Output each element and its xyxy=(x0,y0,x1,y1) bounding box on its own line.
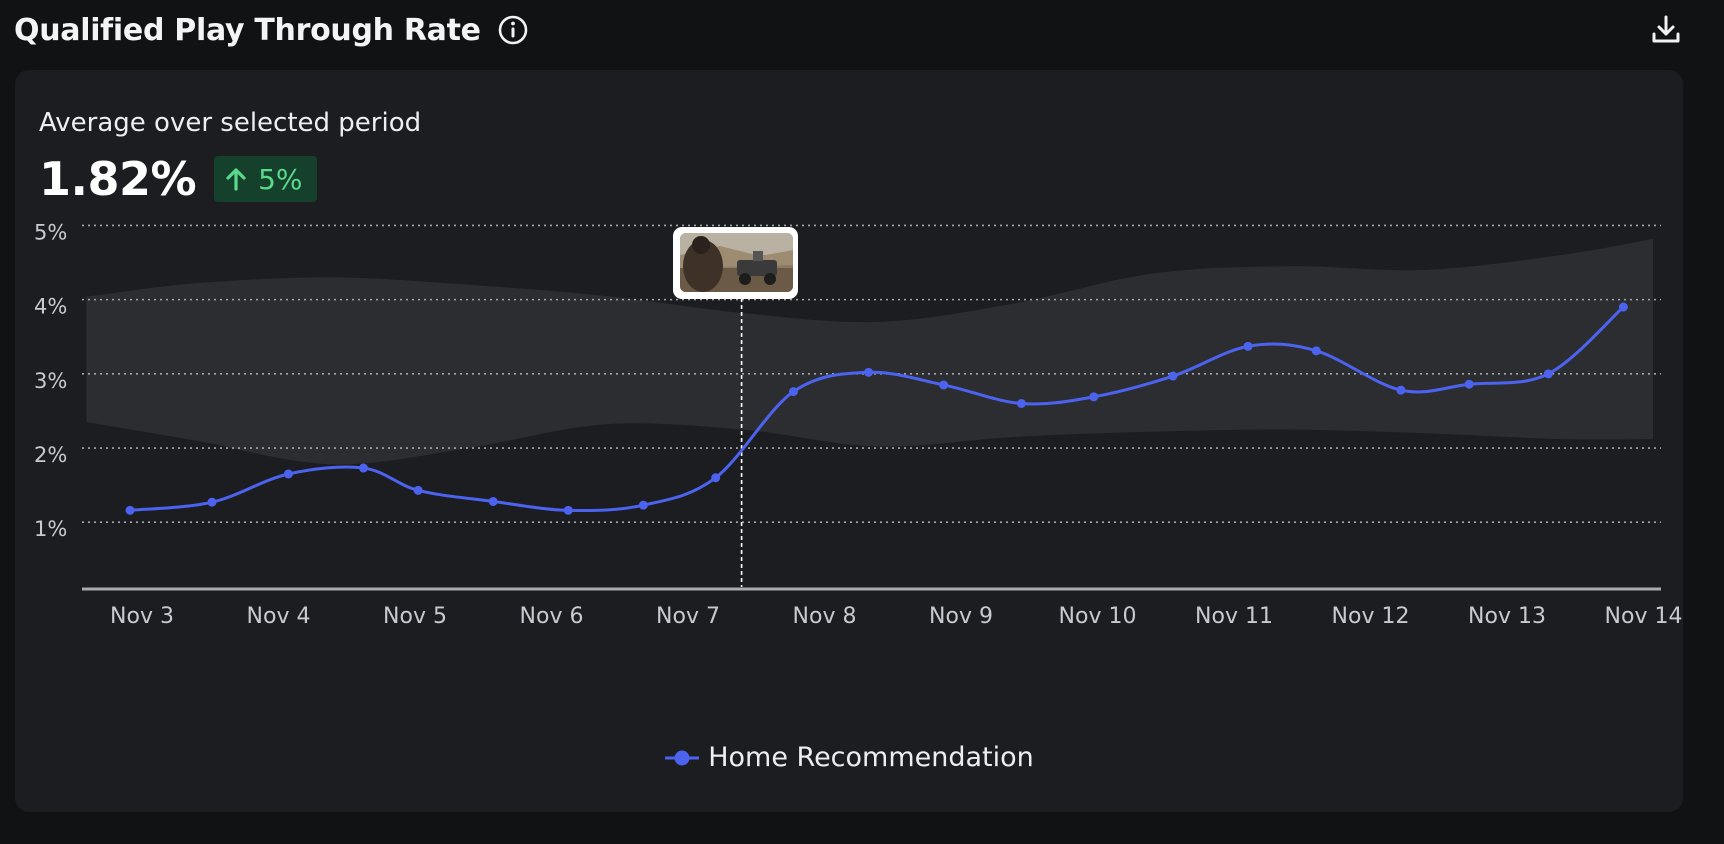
arrow-up-icon xyxy=(226,168,246,191)
chart-title: Qualified Play Through Rate xyxy=(14,12,481,48)
download-icon[interactable] xyxy=(1648,12,1684,48)
data-point[interactable] xyxy=(711,473,721,483)
x-tick-label: Nov 9 xyxy=(929,604,993,629)
chart-legend[interactable]: Home Recommendation xyxy=(15,742,1683,773)
chart-card: Average over selected period 1.82% 5% 1%… xyxy=(15,70,1683,812)
data-point[interactable] xyxy=(563,505,573,515)
legend-swatch xyxy=(665,750,700,765)
x-tick-label: Nov 11 xyxy=(1195,604,1273,629)
data-point[interactable] xyxy=(1464,379,1474,389)
data-point[interactable] xyxy=(1168,371,1178,381)
x-tick-label: Nov 6 xyxy=(520,604,584,629)
x-tick-label: Nov 7 xyxy=(656,604,720,629)
data-point[interactable] xyxy=(207,497,217,507)
average-row: 1.82% 5% xyxy=(39,152,317,206)
average-value: 1.82% xyxy=(39,152,197,206)
data-point[interactable] xyxy=(1016,399,1026,408)
data-point[interactable] xyxy=(358,463,368,473)
change-badge: 5% xyxy=(214,156,317,202)
x-tick-label: Nov 14 xyxy=(1605,604,1683,629)
average-label: Average over selected period xyxy=(39,108,422,138)
data-point[interactable] xyxy=(1543,369,1553,379)
y-tick-label: 4% xyxy=(34,295,67,319)
y-tick-label: 2% xyxy=(34,443,67,467)
y-tick-label: 1% xyxy=(34,517,67,541)
data-point[interactable] xyxy=(788,387,798,397)
info-icon[interactable] xyxy=(497,14,529,46)
data-point[interactable] xyxy=(1089,392,1099,402)
data-point[interactable] xyxy=(283,469,293,479)
x-tick-label: Nov 4 xyxy=(247,604,311,629)
x-tick-label: Nov 13 xyxy=(1468,604,1546,629)
data-point[interactable] xyxy=(864,367,874,377)
x-tick-label: Nov 12 xyxy=(1332,604,1410,629)
x-tick-label: Nov 8 xyxy=(793,604,857,629)
change-value: 5% xyxy=(258,162,303,196)
data-point[interactable] xyxy=(413,485,423,495)
line-chart: 1% 2% 3% 4% 5% Nov 3 Nov 4 Nov 5 Nov 6 Nov 7 Nov … xyxy=(34,220,1683,629)
x-tick-label: Nov 5 xyxy=(383,604,447,629)
data-point[interactable] xyxy=(1243,341,1253,351)
video-thumbnail[interactable] xyxy=(673,227,798,299)
y-tick-label: 5% xyxy=(34,220,67,244)
data-point[interactable] xyxy=(939,380,949,390)
data-point[interactable] xyxy=(1311,346,1321,356)
x-tick-label: Nov 10 xyxy=(1059,604,1137,629)
y-tick-label: 3% xyxy=(34,369,67,393)
data-point[interactable] xyxy=(125,505,135,515)
confidence-band xyxy=(86,238,1653,465)
data-point[interactable] xyxy=(1618,302,1628,312)
widget-header: Qualified Play Through Rate xyxy=(14,8,1684,52)
data-point[interactable] xyxy=(638,500,648,510)
x-tick-label: Nov 3 xyxy=(110,604,174,629)
legend-label: Home Recommendation xyxy=(708,742,1034,773)
data-point[interactable] xyxy=(488,496,498,506)
data-point[interactable] xyxy=(1396,385,1406,395)
